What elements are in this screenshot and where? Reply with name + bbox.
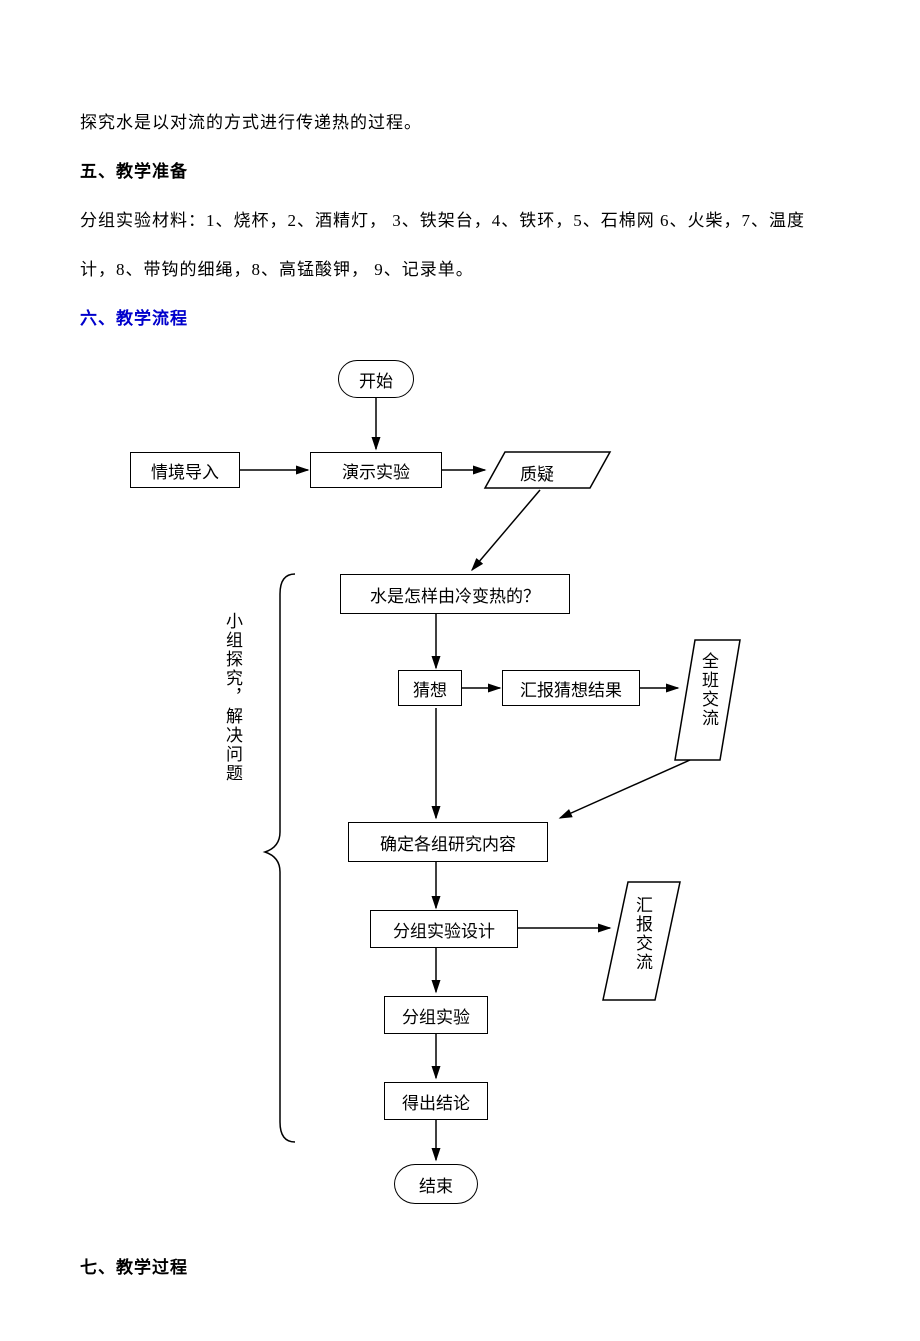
node-determine: 确定各组研究内容	[348, 822, 548, 862]
section7-heading: 七、教学过程	[80, 1252, 840, 1284]
node-end-label: 结束	[419, 1172, 453, 1197]
node-start-label: 开始	[359, 367, 393, 392]
node-guess-label: 猜想	[413, 676, 447, 701]
node-conclusion: 得出结论	[384, 1082, 488, 1120]
node-determine-label: 确定各组研究内容	[380, 830, 516, 855]
section5-heading: 五、教学准备	[80, 156, 840, 188]
node-qwater-label: 水是怎样由冷变热的？	[370, 582, 540, 607]
document-page: 探究水是以对流的方式进行传递热的过程。 五、教学准备 分组实验材料：1、烧杯，2…	[0, 0, 920, 1341]
section6-heading: 六、教学流程	[80, 303, 840, 335]
node-design: 分组实验设计	[370, 910, 518, 948]
flowchart: 开始 情境导入 演示实验 质疑 小组探究，解决问题 水是怎样由冷变热的？ 猜想 …	[80, 352, 840, 1222]
node-experiment: 分组实验	[384, 996, 488, 1034]
node-question-label: 质疑	[520, 465, 554, 484]
node-start: 开始	[338, 360, 414, 398]
intro-text: 探究水是以对流的方式进行传递热的过程。	[80, 107, 840, 139]
node-report-exchange: 汇报交流	[630, 896, 655, 972]
node-guess: 猜想	[398, 670, 462, 706]
node-report-guess-label: 汇报猜想结果	[520, 676, 622, 701]
node-scene: 情境导入	[130, 452, 240, 488]
node-end: 结束	[394, 1164, 478, 1204]
materials-line1: 分组实验材料：1、烧杯，2、酒精灯， 3、铁架台，4、铁环，5、石棉网 6、火柴…	[80, 205, 840, 237]
groupwork-label: 小组探究，解决问题	[220, 612, 245, 783]
node-conclusion-label: 得出结论	[402, 1089, 470, 1114]
node-experiment-label: 分组实验	[402, 1003, 470, 1028]
node-qwater: 水是怎样由冷变热的？	[340, 574, 570, 614]
node-class-exchange: 全班交流	[696, 652, 721, 728]
node-scene-label: 情境导入	[151, 458, 219, 483]
node-report-guess: 汇报猜想结果	[502, 670, 640, 706]
node-design-label: 分组实验设计	[393, 917, 495, 942]
node-demo: 演示实验	[310, 452, 442, 488]
materials-line2: 计，8、带钩的细绳，8、高锰酸钾， 9、记录单。	[80, 254, 840, 286]
node-question: 质疑	[520, 460, 554, 485]
node-demo-label: 演示实验	[342, 458, 410, 483]
